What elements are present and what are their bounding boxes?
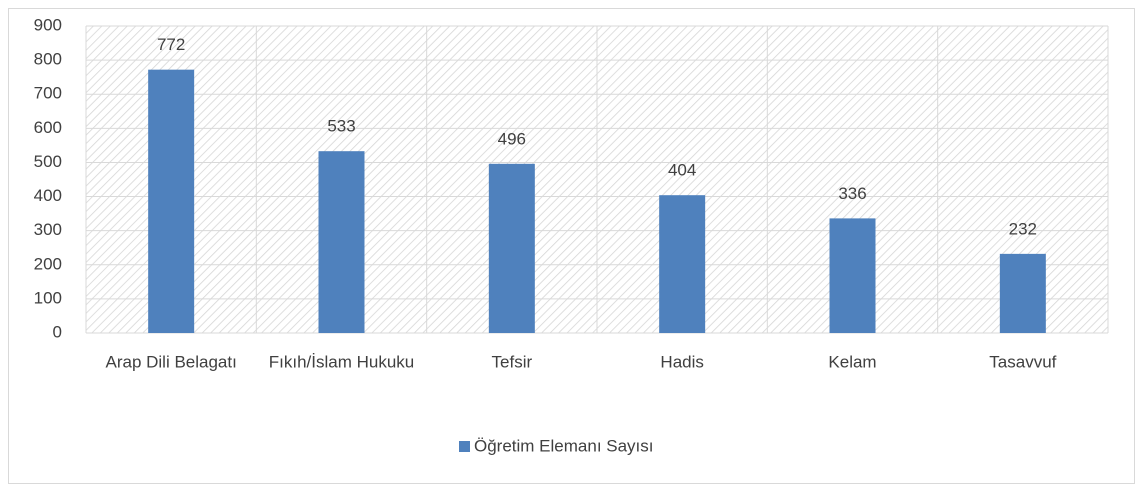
legend-label: Öğretim Elemanı Sayısı: [474, 436, 654, 455]
y-tick-label: 0: [53, 322, 62, 341]
y-tick-label: 900: [34, 15, 62, 34]
y-tick-label: 500: [34, 152, 62, 171]
bar: [148, 69, 195, 333]
y-tick-label: 200: [34, 254, 62, 273]
x-tick-label: Kelam: [828, 352, 876, 371]
x-tick-label: Fıkıh/İslam Hukuku: [269, 352, 415, 371]
bar: [659, 195, 706, 333]
bar: [999, 253, 1046, 333]
data-label: 404: [668, 161, 696, 180]
data-label: 533: [327, 117, 355, 136]
data-label: 496: [498, 129, 526, 148]
x-tick-label: Tefsir: [492, 352, 533, 371]
y-tick-label: 100: [34, 288, 62, 307]
x-tick-label: Arap Dili Belagatı: [105, 352, 236, 371]
bar: [829, 218, 876, 333]
y-tick-label: 800: [34, 50, 62, 69]
legend-swatch: [459, 441, 470, 452]
x-tick-label: Tasavvuf: [989, 352, 1056, 371]
y-tick-label: 400: [34, 186, 62, 205]
bar: [318, 151, 365, 333]
y-tick-label: 600: [34, 118, 62, 137]
x-tick-label: Hadis: [660, 352, 703, 371]
bar: [488, 163, 535, 333]
y-tick-label: 700: [34, 84, 62, 103]
data-label: 772: [157, 35, 185, 54]
data-label: 232: [1009, 219, 1037, 238]
y-tick-label: 300: [34, 220, 62, 239]
data-label: 336: [838, 184, 866, 203]
